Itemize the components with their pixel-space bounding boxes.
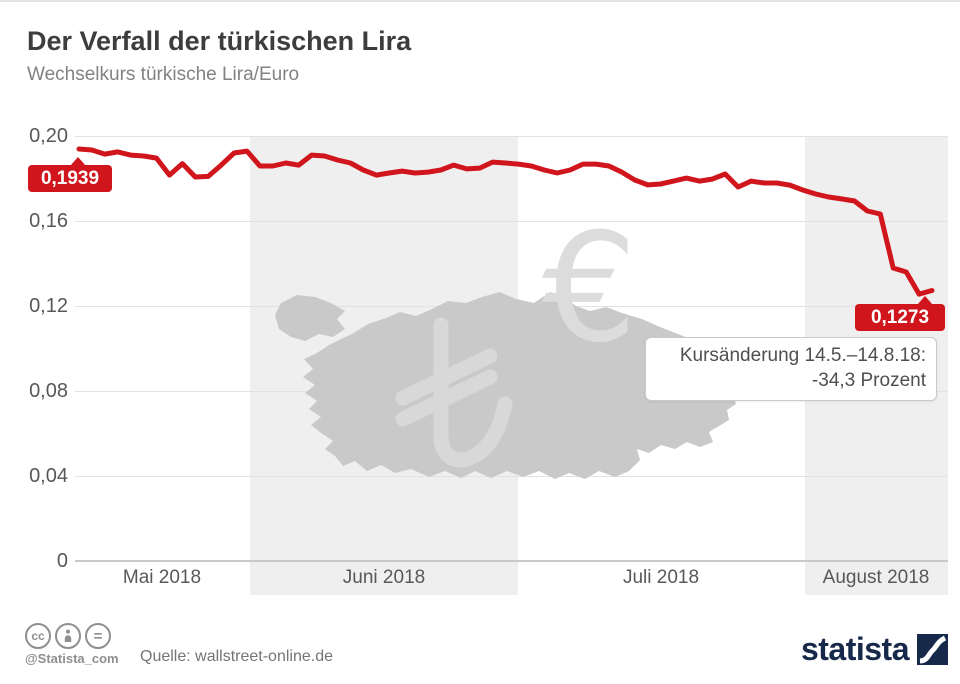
cc-license-icons[interactable]: cc = bbox=[25, 623, 111, 649]
x-axis-label: Mai 2018 bbox=[122, 567, 202, 588]
y-axis-label: 0,12 bbox=[29, 295, 68, 317]
no-derivatives-icon[interactable]: = bbox=[85, 623, 111, 649]
annotation-line2: -34,3 Prozent bbox=[811, 370, 926, 391]
y-axis-label: 0,20 bbox=[29, 125, 68, 147]
statista-handle: @Statista_com bbox=[25, 651, 119, 666]
statista-logo-text: statista bbox=[800, 631, 910, 667]
statista-logo[interactable]: statista bbox=[801, 633, 948, 665]
cc-icon[interactable]: cc bbox=[25, 623, 51, 649]
lira-sign-watermark bbox=[395, 317, 513, 468]
y-axis-label: 0,04 bbox=[29, 465, 68, 487]
start-value-badge: 0,1939 bbox=[28, 157, 112, 192]
end-value-badge: 0,1273 bbox=[855, 296, 945, 331]
statista-swoosh-icon bbox=[919, 635, 947, 663]
gridline-016 bbox=[75, 221, 948, 222]
attribution-icon[interactable] bbox=[55, 623, 81, 649]
x-axis-label: August 2018 bbox=[822, 567, 930, 588]
page-subtitle: Wechselkurs türkische Lira/Euro bbox=[27, 64, 300, 85]
turkey-map-silhouette bbox=[275, 292, 743, 479]
y-axis-label: 0,16 bbox=[29, 210, 68, 232]
y-axis-label: 0 bbox=[56, 550, 68, 572]
change-annotation-box: Kursänderung 14.5.–14.8.18: -34,3 Prozen… bbox=[645, 337, 937, 401]
euro-sign-watermark: € bbox=[542, 202, 638, 376]
top-border-rule bbox=[0, 0, 960, 2]
x-axis-label: Juli 2018 bbox=[622, 567, 700, 588]
annotation-line1: Kursänderung 14.5.–14.8.18: bbox=[679, 345, 926, 366]
person-glyph bbox=[64, 629, 72, 642]
gridline-020 bbox=[75, 136, 948, 137]
page-title: Der Verfall der türkischen Lira bbox=[27, 26, 412, 56]
exchange-rate-line bbox=[76, 146, 935, 297]
x-axis-label: Juni 2018 bbox=[342, 567, 426, 588]
gridline-004 bbox=[75, 476, 948, 477]
x-axis-baseline bbox=[75, 560, 948, 562]
statista-logo-mark bbox=[917, 633, 948, 665]
y-axis-label: 0,08 bbox=[29, 380, 68, 402]
source-text: Quelle: wallstreet-online.de bbox=[140, 648, 333, 665]
